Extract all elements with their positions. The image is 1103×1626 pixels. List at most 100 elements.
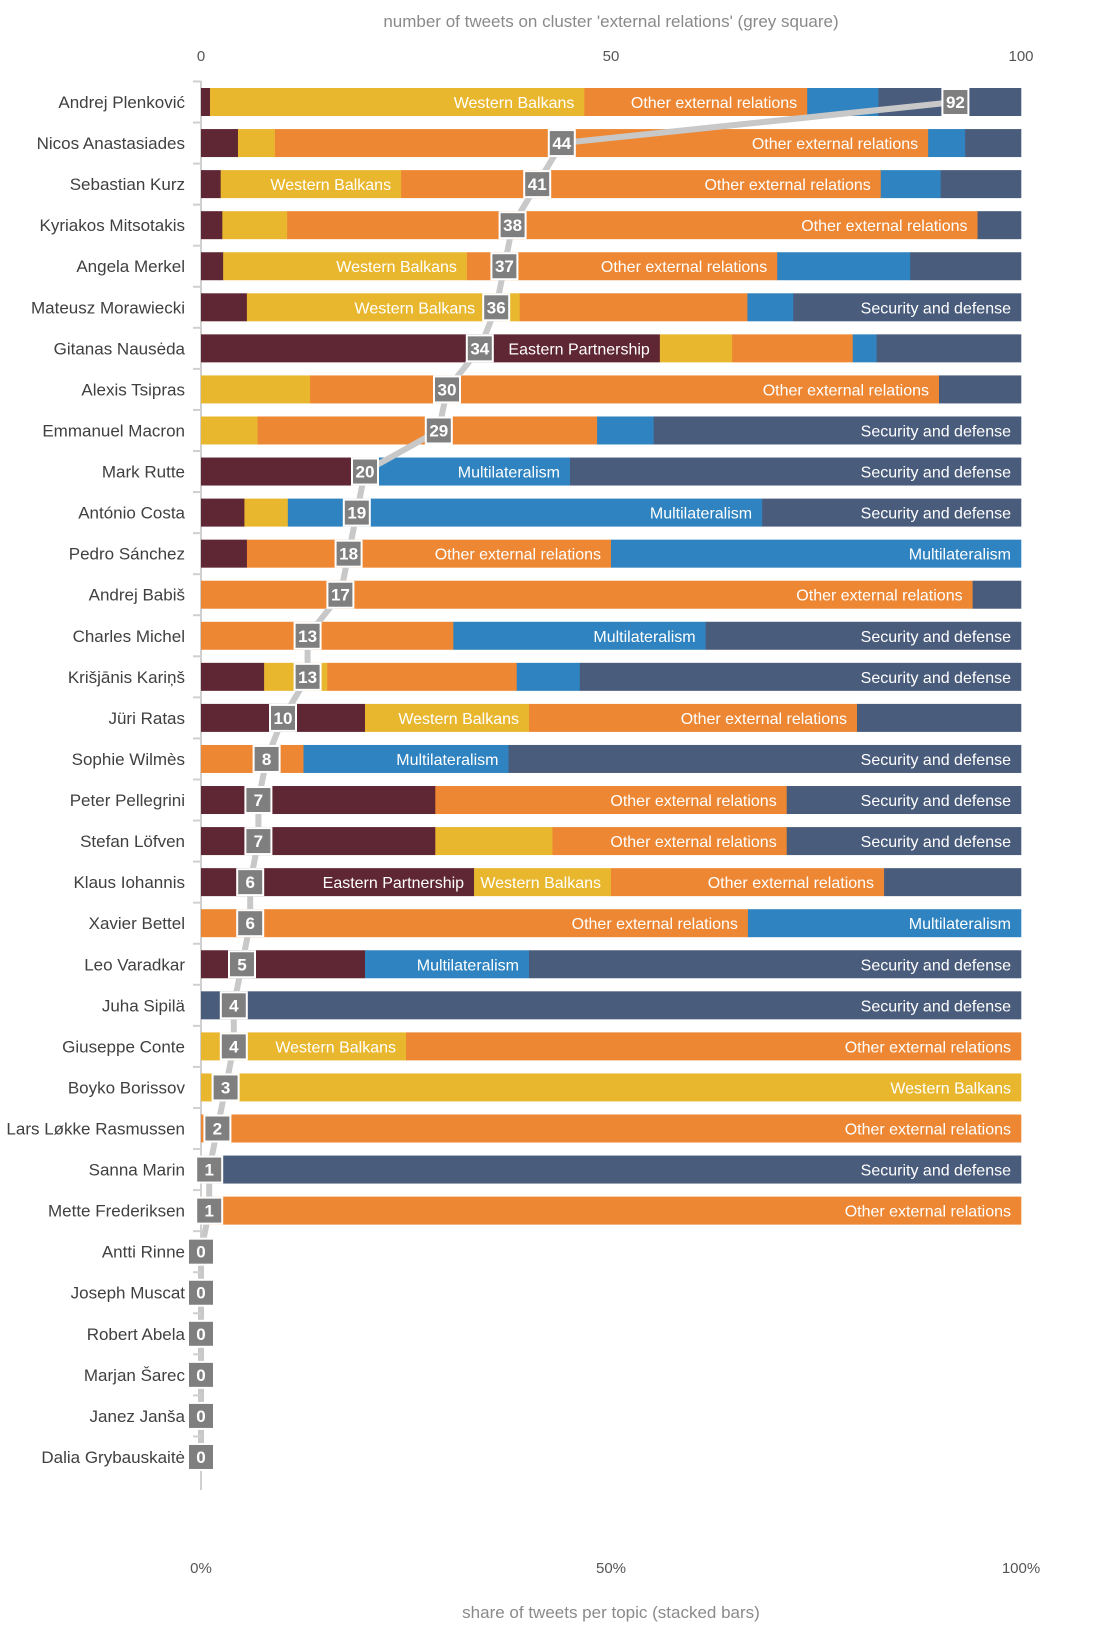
- bar-segment-multilateralism: [777, 252, 911, 281]
- count-marker: [187, 1319, 215, 1348]
- bar-segment-other-external-relations: [310, 375, 940, 404]
- row-label: Stefan Löfven: [80, 832, 185, 851]
- count-line: [198, 99, 956, 1457]
- count-label: 4: [229, 996, 239, 1015]
- bar-segment-multilateralism: [747, 909, 1022, 938]
- segment-label: Multilateralism: [909, 916, 1011, 933]
- row-label: Janez Janša: [90, 1407, 186, 1426]
- bar-segment-eastern-partnership: [201, 539, 248, 568]
- count-label: 29: [429, 421, 448, 440]
- segment-label: Security and defense: [861, 506, 1011, 523]
- bar-segment-eastern-partnership: [201, 293, 248, 322]
- row-label: Sebastian Kurz: [70, 175, 185, 194]
- row-label: Mette Frederiksen: [48, 1202, 185, 1221]
- segment-label: Other external relations: [435, 547, 601, 564]
- bar-segment-multilateralism: [365, 457, 571, 486]
- segment-label: Other external relations: [610, 793, 776, 810]
- bar-segment-security-and-defense: [972, 580, 1022, 609]
- count-marker: [211, 1073, 240, 1102]
- segment-label: Western Balkans: [355, 300, 476, 317]
- count-marker: [547, 129, 576, 158]
- bar-segment-multilateralism: [880, 170, 941, 199]
- bar-segment-security-and-defense: [793, 293, 1022, 322]
- bar-segment-security-and-defense: [201, 1155, 1022, 1184]
- count-marker: [187, 1401, 215, 1430]
- row-label: Charles Michel: [73, 627, 185, 646]
- segment-label: Security and defense: [861, 957, 1011, 974]
- bar-segment-other-external-relations: [584, 88, 808, 116]
- count-marker: [326, 580, 355, 609]
- count-label: 38: [503, 216, 522, 235]
- segment-label: Other external relations: [708, 875, 874, 892]
- count-marker: [941, 88, 970, 116]
- bar-segment-western-balkans: [201, 416, 258, 445]
- count-label: 34: [470, 339, 489, 358]
- count-marker: [228, 950, 256, 979]
- segment-label: Other external relations: [845, 1039, 1011, 1056]
- count-marker: [351, 457, 379, 486]
- row-label: Klaus Iohannis: [73, 873, 185, 892]
- bar-segment-multilateralism: [747, 293, 794, 322]
- bar-segment-security-and-defense: [884, 868, 1022, 897]
- segment-label: Security and defense: [861, 670, 1011, 687]
- bar-segment-security-and-defense: [762, 498, 1022, 527]
- count-marker: [244, 786, 273, 815]
- bar-segment-security-and-defense: [705, 621, 1022, 650]
- bar-segment-eastern-partnership: [201, 457, 366, 486]
- bar-segment-western-balkans: [222, 211, 288, 240]
- row-label: Andrej Babiš: [89, 586, 185, 605]
- bar-segment-western-balkans: [210, 88, 585, 116]
- bar-segment-multilateralism: [303, 744, 509, 773]
- bar-segment-security-and-defense: [529, 950, 1022, 979]
- count-label: 41: [528, 175, 547, 194]
- row-label: Giuseppe Conte: [62, 1037, 185, 1056]
- count-marker: [498, 211, 527, 240]
- bar-segment-eastern-partnership: [201, 211, 223, 240]
- segment-label: Other external relations: [763, 382, 929, 399]
- segment-label: Other external relations: [704, 177, 870, 194]
- segment-label: Western Balkans: [336, 259, 457, 276]
- bar-segment-security-and-defense: [857, 703, 1022, 732]
- bar-segment-security-and-defense: [939, 375, 1022, 404]
- row-label: Mark Rutte: [102, 463, 185, 482]
- bar-segment-western-balkans: [659, 334, 733, 363]
- segment-label: Other external relations: [845, 1204, 1011, 1221]
- count-line-layer: [198, 99, 956, 1457]
- bar-segment-security-and-defense: [786, 786, 1022, 815]
- count-label: 13: [298, 668, 317, 687]
- row-label: Jüri Ratas: [108, 709, 185, 728]
- bar-segment-eastern-partnership: [201, 129, 239, 158]
- count-label: 1: [204, 1161, 213, 1180]
- row-label: Angela Merkel: [76, 257, 185, 276]
- count-marker: [203, 1114, 232, 1143]
- count-markers-layer: 9244413837363430292019181713131087766544…: [187, 88, 970, 1471]
- segment-label: Other external relations: [572, 916, 738, 933]
- bar-segment-western-balkans: [223, 252, 468, 281]
- row-label: Robert Abela: [87, 1325, 186, 1344]
- bar-segment-other-external-relations: [201, 621, 454, 650]
- row-label: Juha Sipilä: [102, 996, 186, 1015]
- row-label: Lars Løkke Rasmussen: [6, 1120, 185, 1139]
- bar-segment-eastern-partnership: [201, 827, 436, 856]
- count-marker: [219, 991, 248, 1020]
- count-label: 30: [438, 380, 457, 399]
- top-tick-100: 100: [1008, 48, 1033, 65]
- bar-segment-other-external-relations: [552, 827, 788, 856]
- row-label: Dalia Grybauskaitė: [41, 1448, 185, 1467]
- count-label: 36: [487, 298, 506, 317]
- bar-segment-security-and-defense: [965, 129, 1022, 158]
- segment-label: Security and defense: [861, 423, 1011, 440]
- segment-label: Other external relations: [601, 259, 767, 276]
- row-label: Kyriakos Mitsotakis: [40, 216, 185, 235]
- segment-label: Western Balkans: [890, 1080, 1011, 1097]
- bar-segment-other-external-relations: [201, 1114, 1022, 1143]
- bar-segment-multilateralism: [453, 621, 706, 650]
- count-label: 2: [213, 1120, 222, 1139]
- segment-label: Multilateralism: [396, 752, 498, 769]
- bar-segment-other-external-relations: [401, 170, 882, 199]
- segment-label: Other external relations: [631, 95, 797, 112]
- count-label: 10: [274, 709, 293, 728]
- count-marker: [187, 1237, 215, 1266]
- row-label: Mateusz Morawiecki: [31, 298, 185, 317]
